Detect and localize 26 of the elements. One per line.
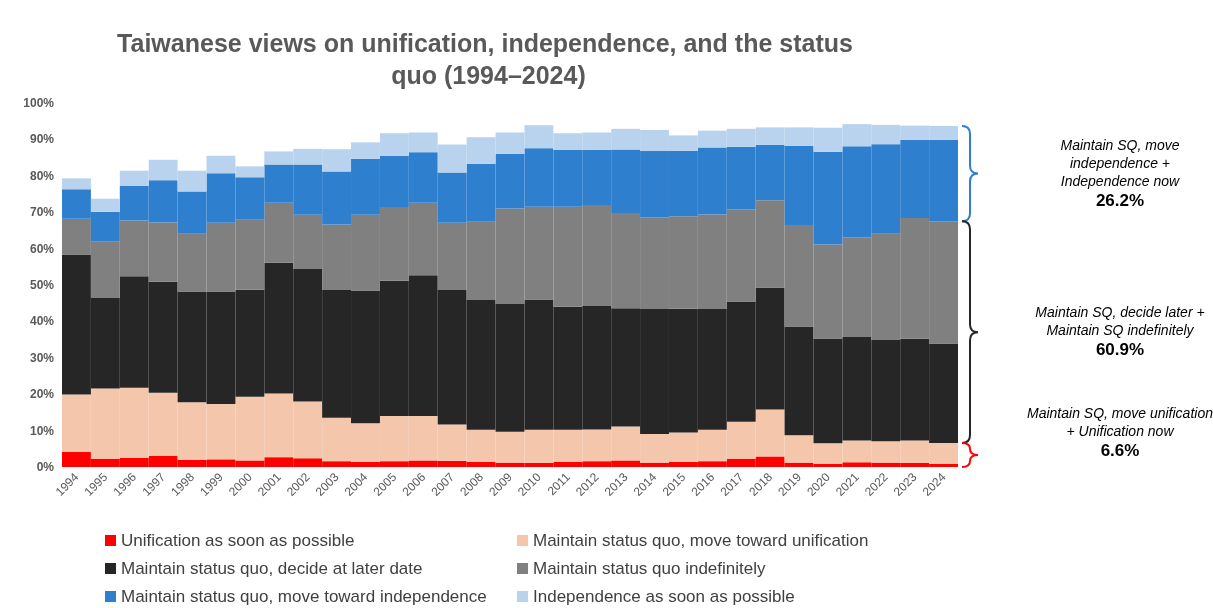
legend-label: Independence as soon as possible [533,587,795,606]
y-tick-label: 0% [36,460,55,474]
legend-label: Unification as soon as possible [121,531,355,550]
chart-title: Taiwanese views on unification, independence, and the status quo (1994–2024) [117,29,853,89]
bar [62,178,91,190]
text: Maintain SQ, decide later + Maintain SQ indefinitely [1034,303,1206,340]
y-tick-label: 10% [29,423,55,438]
y-tick-label: 80% [29,168,55,183]
y-tick-label: 40% [29,314,55,329]
text: Maintain SQ, move independence + Independence now [1059,135,1181,190]
y-tick-label: 50% [29,278,55,292]
text: 6.6% [1099,439,1141,462]
bar [90,198,120,212]
y-tick-label: 30% [29,350,55,365]
y-tick-label: 20% [29,387,55,402]
y-tick-label: 60% [29,241,55,256]
text: Maintain SQ, move unification + Unification now [1026,403,1213,440]
y-tick-label: 70% [29,205,55,220]
y-tick-label: 100% [23,96,55,110]
text: 60.9% [1094,339,1146,362]
legend-label: Maintain status quo, move toward independence [121,587,487,606]
text: 26.2% [1094,189,1146,212]
legend-label: Maintain status quo indefinitely [533,559,766,578]
legend-label: Maintain status quo, decide at later date [121,559,423,578]
y-tick-label: 90% [29,132,55,147]
legend-label: Maintain status quo, move toward unification [533,531,869,550]
